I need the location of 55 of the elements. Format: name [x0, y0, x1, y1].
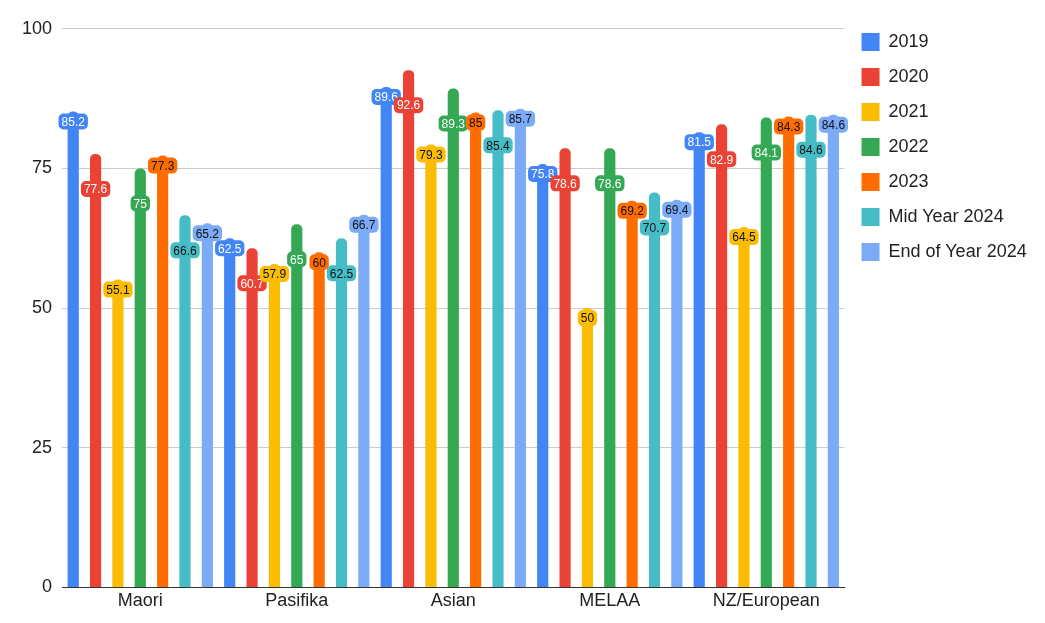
- legend-label: 2019: [888, 30, 929, 51]
- data-label: 85: [468, 115, 483, 130]
- data-label: 85.2: [61, 114, 86, 129]
- data-label: 79.3: [419, 147, 443, 162]
- bar: [313, 252, 325, 587]
- data-label: 70.7: [642, 220, 667, 235]
- data-label: 81.5: [687, 135, 712, 150]
- data-label: 84.6: [799, 143, 824, 158]
- data-label: 65: [290, 252, 304, 267]
- data-label: 78.6: [553, 176, 578, 191]
- x-tick-label: Maori: [117, 590, 163, 611]
- legend-label: 2021: [888, 100, 929, 121]
- data-label: 50: [580, 311, 595, 326]
- data-label: 92.6: [396, 98, 421, 113]
- data-label: 57.9: [262, 267, 287, 282]
- legend-label: End of Year 2024: [888, 240, 1027, 261]
- x-tick-label: Pasifika: [265, 590, 330, 611]
- data-label: 60: [312, 255, 327, 270]
- x-tick-label: Asian: [430, 590, 476, 611]
- data-label: 85.4: [486, 138, 511, 153]
- legend-label: Mid Year 2024: [888, 205, 1004, 226]
- data-label: 55.1: [106, 282, 130, 297]
- x-tick-label: MELAA: [579, 590, 641, 611]
- data-label: 78.6: [598, 176, 622, 191]
- data-label: 84.1: [754, 145, 779, 160]
- data-label: 84.3: [776, 119, 801, 134]
- y-tick-label: 100: [21, 17, 53, 38]
- data-label: 62.5: [329, 266, 354, 281]
- bar: [470, 112, 482, 587]
- legend-label: 2020: [888, 65, 929, 86]
- data-label: 85.7: [508, 111, 533, 126]
- data-label: 77.6: [83, 182, 108, 197]
- data-label: 69.4: [665, 203, 689, 218]
- data-label: 84.6: [821, 118, 846, 133]
- legend-label: 2022: [888, 135, 929, 156]
- y-tick-label: 75: [32, 157, 53, 178]
- bar: [291, 224, 303, 587]
- data-label: 66.7: [352, 218, 376, 233]
- data-label: 89.3: [441, 116, 466, 131]
- data-label: 69.2: [620, 204, 645, 219]
- y-tick-label: 50: [32, 297, 53, 318]
- data-label: 75: [133, 196, 148, 211]
- data-label: 64.5: [732, 230, 756, 245]
- data-label: 62.5: [218, 241, 242, 256]
- data-label: 75.8: [531, 167, 555, 182]
- x-tick-label: NZ/European: [712, 590, 820, 611]
- data-label: 66.6: [173, 243, 197, 258]
- legend-label: 2023: [888, 170, 929, 191]
- data-label: 77.3: [150, 158, 175, 173]
- bar: [581, 308, 594, 587]
- bar: [134, 168, 146, 587]
- y-tick-label: 0: [42, 576, 53, 597]
- y-tick-label: 25: [32, 436, 53, 457]
- data-label: 65.2: [195, 226, 220, 241]
- data-label: 82.9: [709, 152, 734, 167]
